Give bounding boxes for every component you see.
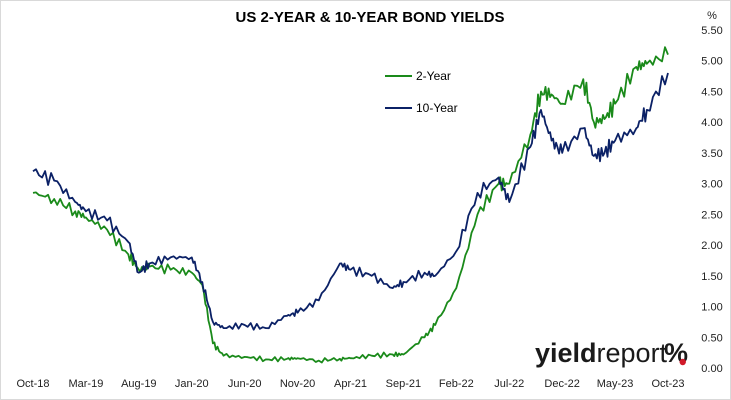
y-tick-label: 5.00 [701, 56, 722, 68]
x-tick-label: Apr-21 [334, 378, 367, 390]
y-tick-label: 1.00 [701, 302, 722, 314]
legend: 2-Year 10-Year [385, 69, 458, 115]
y-tick-label: 0.00 [701, 363, 722, 375]
x-tick-label: Feb-22 [439, 378, 474, 390]
logo-word-bold: yield [535, 338, 597, 368]
series-line-2-year [32, 46, 669, 364]
logo-word-regular: report [597, 338, 668, 368]
y-tick-label: 0.50 [701, 332, 722, 344]
chart-title: US 2-YEAR & 10-YEAR BOND YIELDS [236, 9, 505, 26]
y-tick-label: 3.00 [701, 179, 722, 191]
legend-label-2-year: 2-Year [416, 69, 451, 83]
x-tick-label: Oct-18 [16, 378, 49, 390]
logo-red-dot [679, 358, 686, 366]
x-tick-label: Dec-22 [544, 378, 579, 390]
y-tick-label: 2.50 [701, 209, 722, 221]
x-tick-label: Nov-20 [280, 378, 315, 390]
y-tick-label: 2.00 [701, 240, 722, 252]
y-tick-label: 5.50 [701, 25, 722, 37]
series-lines [32, 46, 669, 364]
legend-label-10-year: 10-Year [416, 101, 458, 115]
y-tick-label: 3.50 [701, 148, 722, 160]
x-tick-label: Jun-20 [228, 378, 262, 390]
svg-text:yieldreport: yieldreport [535, 338, 668, 368]
x-tick-label: Aug-19 [121, 378, 156, 390]
x-tick-label: Oct-23 [651, 378, 684, 390]
x-tick-label: Sep-21 [386, 378, 421, 390]
series-line-10-year [32, 72, 669, 331]
x-tick-label: May-23 [597, 378, 634, 390]
x-axis-ticks: Oct-18 Mar-19 Aug-19 Jan-20 Jun-20 Nov-20 Apr-… [16, 378, 684, 390]
y-tick-label: 4.50 [701, 86, 722, 98]
y-tick-label: 4.00 [701, 117, 722, 129]
x-tick-label: Jan-20 [175, 378, 209, 390]
x-tick-label: Mar-19 [68, 378, 103, 390]
y-tick-label: 1.50 [701, 271, 722, 283]
x-tick-label: Jul-22 [494, 378, 524, 390]
y-axis-ticks: 0.00 0.50 1.00 1.50 2.00 2.50 3.00 3.50 4.00 4.50… [701, 25, 722, 375]
y-axis-unit: % [707, 10, 717, 22]
yieldreport-logo: yieldreport % [535, 338, 688, 368]
